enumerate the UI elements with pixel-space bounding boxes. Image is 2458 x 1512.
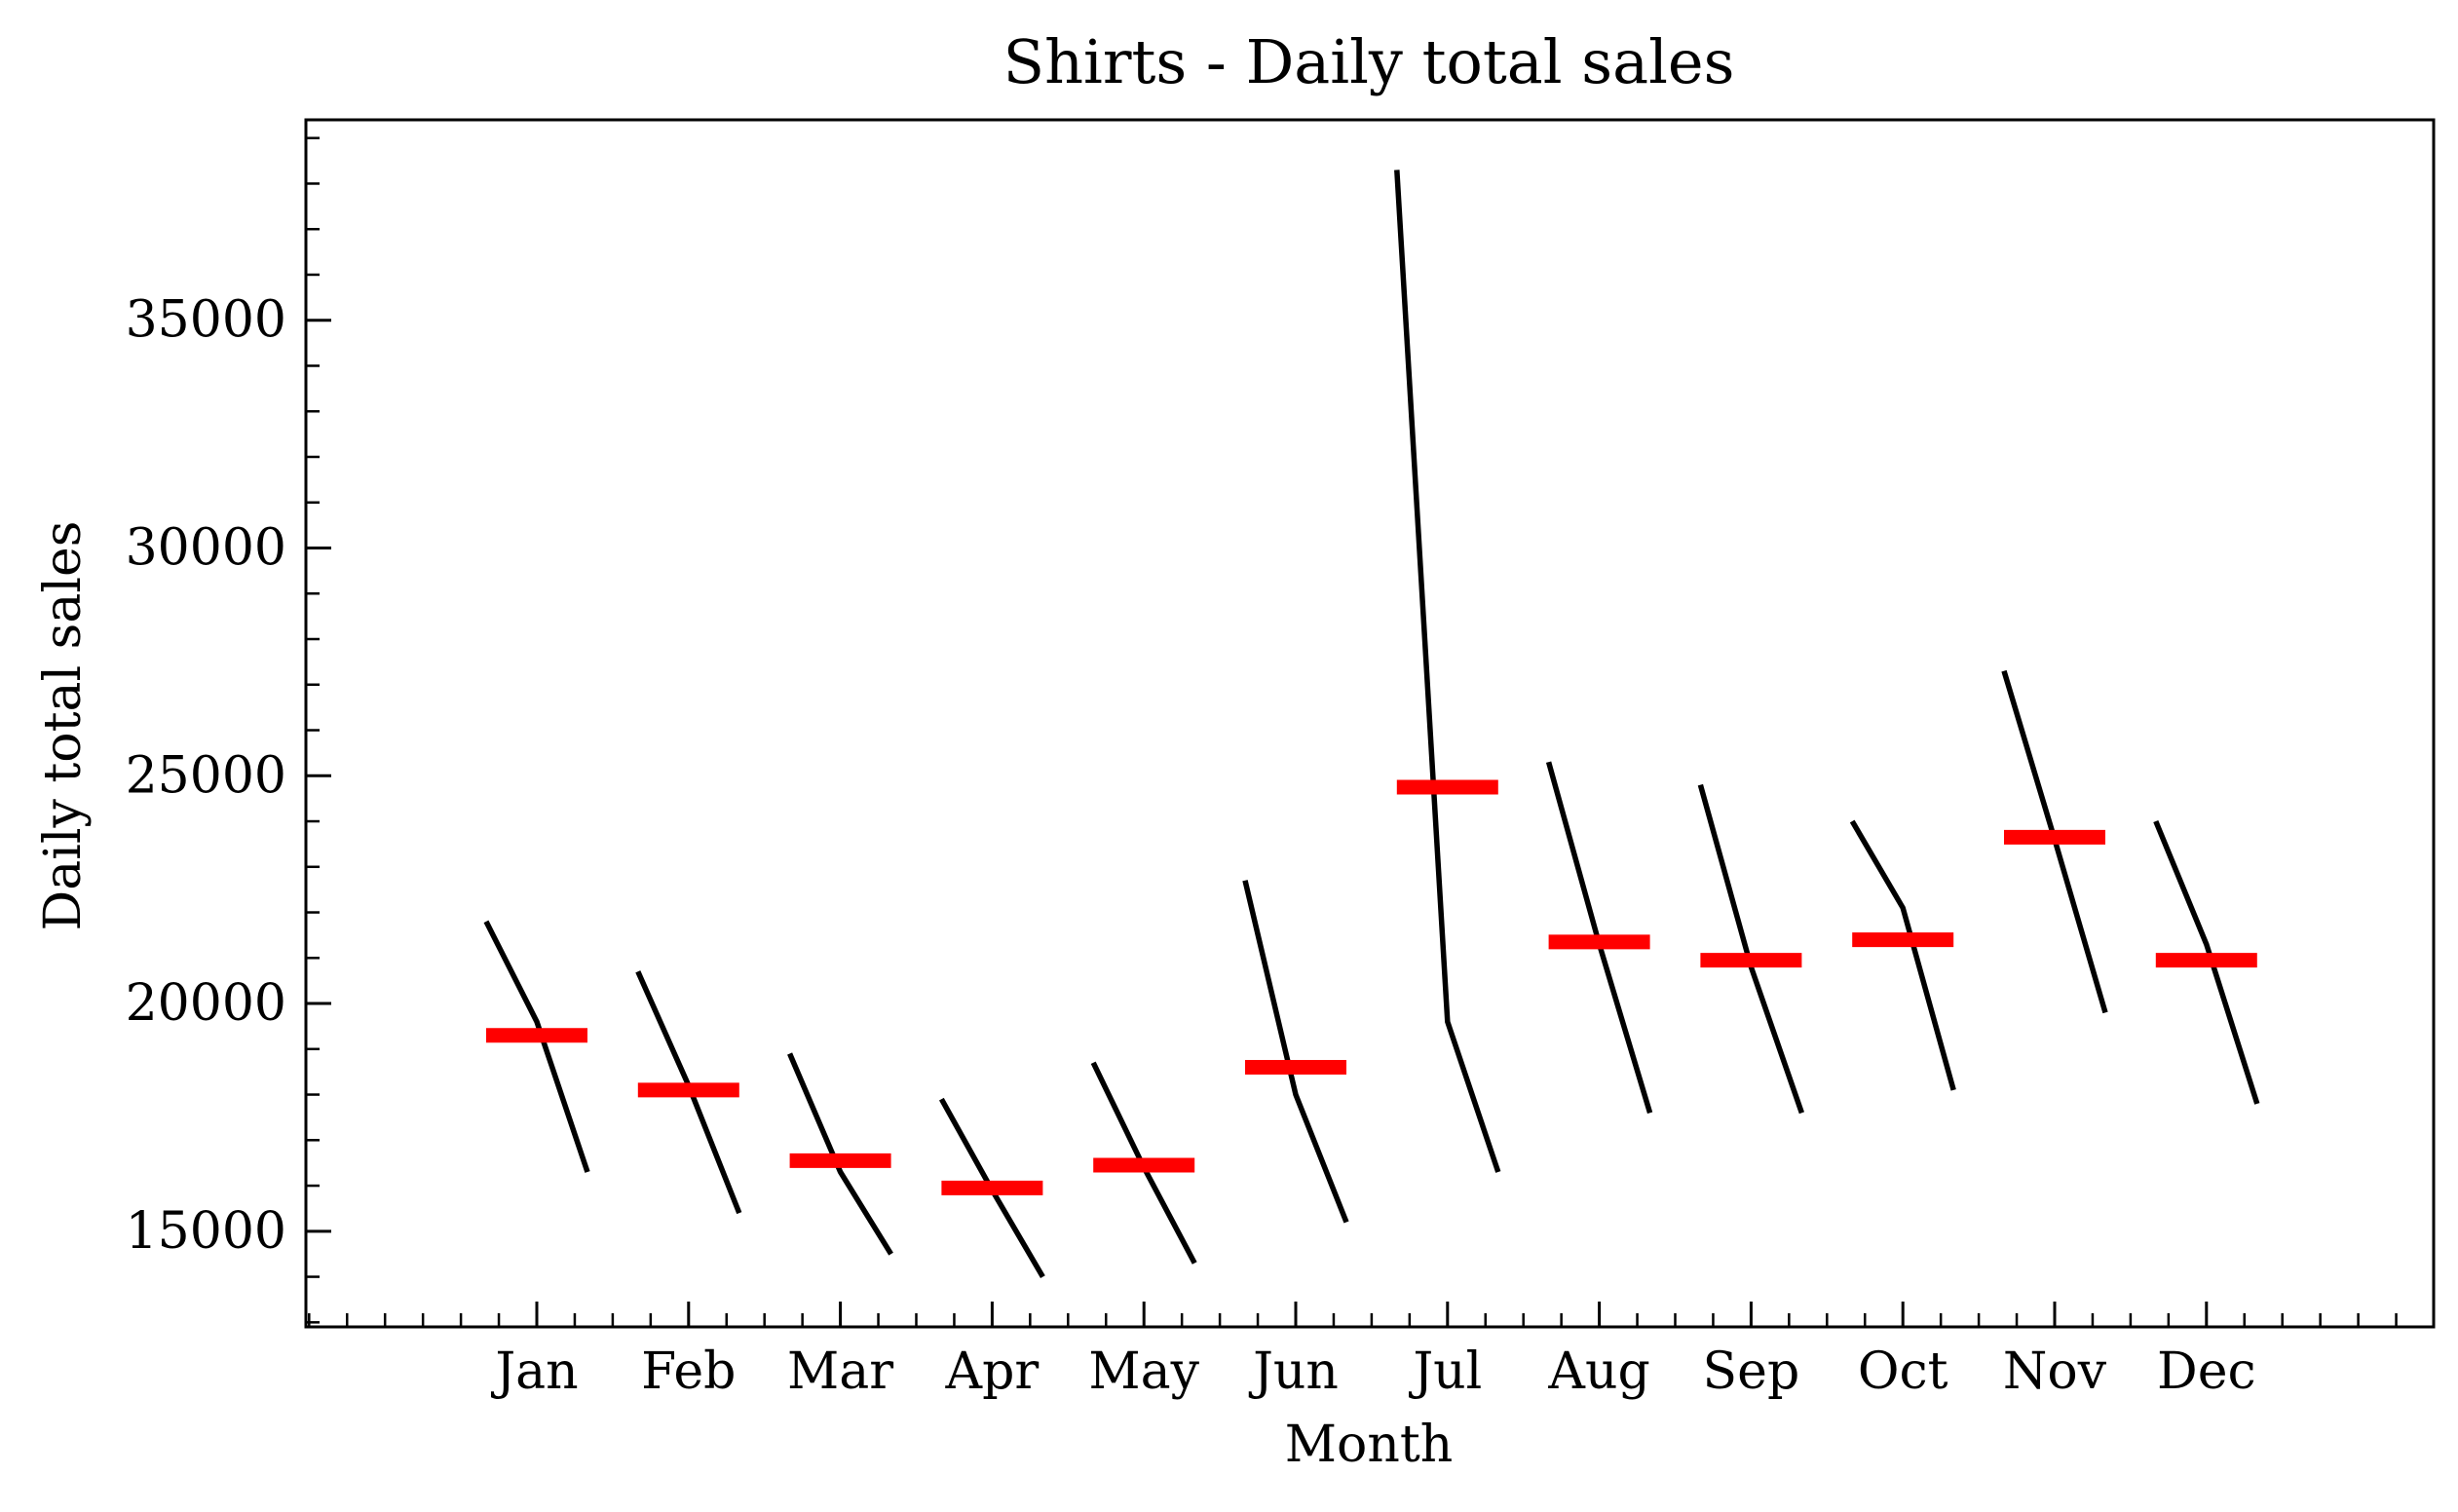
x-tick-label-apr: Apr — [945, 1342, 1040, 1401]
x-tick-label-feb: Feb — [641, 1342, 736, 1401]
x-tick-label-aug: Aug — [1547, 1342, 1649, 1401]
month-line-jul — [1394, 170, 1501, 1173]
month-line-sep — [1697, 783, 1804, 1115]
chart-title: Shirts - Daily total sales — [1003, 26, 1735, 97]
x-axis-label: Month — [1285, 1416, 1453, 1474]
x-tick-label-sep: Sep — [1703, 1342, 1800, 1401]
month-line-dec — [2153, 819, 2260, 1105]
x-tick-label-jan: Jan — [490, 1342, 578, 1401]
x-tick-label-oct: Oct — [1858, 1342, 1948, 1401]
month-line-oct — [1849, 819, 1956, 1091]
x-tick-label-jul: Jul — [1408, 1342, 1482, 1401]
month-line-mar — [787, 1052, 893, 1256]
x-tick-label-mar: Mar — [787, 1342, 893, 1401]
y-tick-label: 35000 — [126, 291, 286, 350]
plot-frame — [304, 118, 2436, 1329]
month-line-jan — [483, 920, 590, 1173]
y-tick-label: 30000 — [126, 518, 286, 577]
y-tick-label: 15000 — [126, 1202, 286, 1261]
month-line-jun — [1242, 880, 1349, 1224]
x-tick-label-jun: Jun — [1248, 1342, 1339, 1401]
axis-ticks: 15000 20000 25000 30000 35000 Jan Feb Mar Apr May… — [126, 136, 2398, 1401]
x-tick-label-may: May — [1088, 1342, 1199, 1401]
plot-area — [483, 170, 2260, 1278]
y-axis-label: Daily total sales — [34, 521, 93, 931]
y-tick-label: 25000 — [126, 746, 286, 805]
x-tick-label-dec: Dec — [2157, 1342, 2256, 1401]
y-tick-label: 20000 — [126, 974, 286, 1033]
x-tick-label-nov: Nov — [2003, 1342, 2107, 1401]
